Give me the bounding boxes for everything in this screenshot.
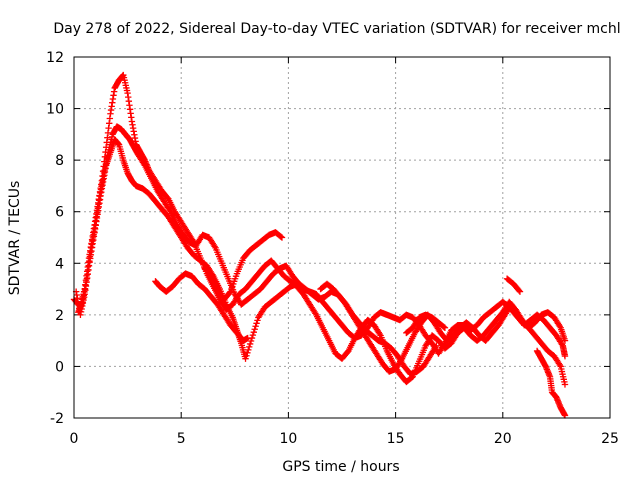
data-point — [211, 243, 218, 250]
data-point — [253, 320, 260, 327]
data-point — [440, 341, 448, 348]
x-tick-label: 10 — [279, 431, 297, 447]
data-point — [516, 288, 524, 295]
data-point — [254, 317, 261, 324]
series-track-h — [533, 347, 569, 419]
x-tick-label: 5 — [177, 431, 186, 447]
y-tick-label: 4 — [55, 256, 64, 272]
y-tick-label: 6 — [55, 205, 64, 221]
data-point — [376, 330, 383, 338]
y-tick-label: 12 — [46, 50, 64, 66]
data-point — [558, 341, 566, 348]
data-point — [140, 160, 148, 168]
data-point — [251, 326, 258, 333]
data-point — [249, 331, 257, 339]
data-point — [252, 323, 259, 330]
series-track-g — [503, 275, 524, 295]
data-points — [70, 71, 569, 419]
y-tick-label: 2 — [55, 308, 64, 324]
data-point — [515, 287, 523, 294]
data-point — [244, 349, 251, 356]
series-track-f — [317, 280, 440, 378]
data-point — [244, 334, 251, 342]
y-tick-label: -2 — [50, 411, 64, 427]
data-point — [561, 337, 569, 344]
data-point — [561, 352, 569, 360]
y-tick-label: 0 — [55, 359, 64, 375]
data-point — [441, 324, 449, 331]
x-tick-label: 25 — [601, 431, 619, 447]
y-tick-label: 8 — [55, 153, 64, 169]
data-point — [247, 337, 255, 345]
data-point — [561, 381, 569, 388]
grid — [74, 57, 610, 418]
data-point — [243, 352, 250, 359]
data-point — [556, 323, 563, 330]
x-axis-label: GPS time / hours — [282, 459, 399, 475]
plot-frame — [73, 56, 611, 419]
chart-title: Day 278 of 2022, Sidereal Day-to-day VTE… — [53, 21, 620, 37]
data-point — [245, 346, 252, 354]
x-tick-label: 20 — [494, 431, 512, 447]
data-point — [250, 328, 257, 336]
data-point — [166, 207, 173, 214]
data-point — [432, 344, 439, 351]
data-point — [277, 233, 285, 240]
series-track-i — [403, 311, 449, 337]
data-point — [312, 310, 319, 317]
x-tick-label: 0 — [70, 431, 79, 447]
series-track-a — [70, 71, 569, 388]
data-point — [226, 289, 233, 296]
x-tick-label: 15 — [387, 431, 405, 447]
data-point — [246, 340, 254, 348]
data-point — [440, 323, 448, 331]
series-track-e — [201, 229, 286, 303]
data-point — [278, 234, 286, 241]
series-track-b — [75, 123, 569, 375]
data-point — [556, 361, 563, 369]
data-point — [433, 342, 440, 349]
y-axis-label: SDTVAR / TECUs — [7, 181, 23, 296]
y-tick-label: 10 — [46, 102, 64, 118]
data-point — [242, 355, 249, 362]
data-point — [245, 343, 253, 351]
series-track-d — [152, 270, 251, 344]
